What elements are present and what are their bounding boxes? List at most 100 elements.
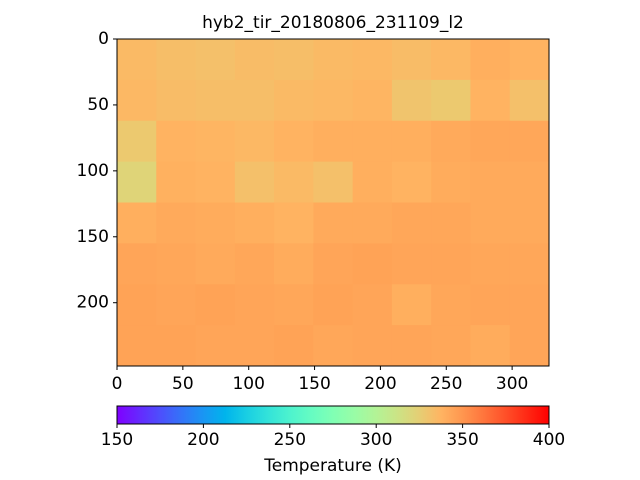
heatmap-cell [234,243,275,285]
heatmap-cell [391,161,432,203]
heatmap-cell [234,284,275,326]
x-tick-label: 150 [298,374,330,394]
heatmap-cell [313,120,354,163]
heatmap-cell [274,161,314,203]
heatmap-cell [195,202,236,244]
heatmap-cell [470,120,511,163]
colorbar-tick-label: 400 [533,430,565,450]
heatmap-cell [509,325,550,367]
heatmap-cell [117,120,157,163]
heatmap-cell [156,161,197,203]
heatmap-cell [274,120,314,163]
heatmap-cell [234,161,275,203]
heatmap-cell [352,202,393,244]
heatmap-cell [274,284,314,326]
heatmap-cell [391,202,432,244]
heatmap-cell [274,39,314,81]
heatmap-cell [470,284,511,326]
heatmap-cell [234,325,275,367]
heatmap-cell [352,243,393,285]
heatmap-cell [313,161,354,203]
heatmap-cell [195,39,236,81]
heatmap-cell [117,284,157,326]
heatmap-cell [431,79,471,122]
colorbar-tick-label: 350 [446,430,478,450]
heatmap-cell [431,120,471,163]
chart-title: hyb2_tir_20180806_231109_l2 [202,13,464,33]
heatmap-cell [431,161,471,203]
heatmap-cell [156,243,197,285]
colorbar [116,405,550,425]
heatmap-cell [313,243,354,285]
heatmap-cell [509,243,550,285]
colorbar-tick-label: 200 [187,430,219,450]
heatmap-cell [156,202,197,244]
heatmap-cell [431,325,471,367]
heatmap-cell [470,202,511,244]
heatmap-cell [195,79,236,122]
heatmap-cell [274,79,314,122]
heatmap-cell [195,243,236,285]
heatmap-cell [431,202,471,244]
heatmap-cell [117,243,157,285]
heatmap-cell [117,161,157,203]
heatmap-cell [195,325,236,367]
heatmap-cell [391,120,432,163]
y-tick-label: 100 [77,161,109,181]
heatmap-cell [156,120,197,163]
heatmap-cell [391,39,432,81]
heatmap-cell [234,79,275,122]
heatmap-cell [470,79,511,122]
heatmap-cell [274,243,314,285]
colorbar-tick-label: 300 [360,430,392,450]
heatmap-cell [391,243,432,285]
heatmap-cell [156,325,197,367]
x-tick-label: 300 [496,374,528,394]
colorbar-label: Temperature (K) [263,456,402,476]
y-tick-label: 50 [87,95,109,115]
heatmap-cell [195,161,236,203]
heatmap-cell [313,325,354,367]
heatmap-cell [195,120,236,163]
y-tick-label: 150 [77,227,109,247]
heatmap-cell [509,39,550,81]
heatmap-cell [431,39,471,81]
heatmap-cell [470,325,511,367]
y-tick-label: 0 [98,29,109,49]
heatmap-cell [156,39,197,81]
heatmap-cell [156,79,197,122]
heatmap-cell [352,79,393,122]
heatmap-cell [509,284,550,326]
x-tick-label: 50 [172,374,194,394]
heatmap-cell [509,161,550,203]
colorbar-tick-label: 150 [101,430,133,450]
heatmap-cell [313,284,354,326]
heatmap-cell [352,120,393,163]
heatmap-cell [509,202,550,244]
heatmap-cell [352,161,393,203]
heatmap-cell [391,79,432,122]
heatmap-cell [470,161,511,203]
heatmap-cell [470,39,511,81]
heatmap-cell [352,39,393,81]
x-tick-label: 0 [112,374,123,394]
heatmap-cell [234,120,275,163]
heatmap-cell [117,202,157,244]
heatmap-cell [509,120,550,163]
heatmap-cell [313,79,354,122]
heatmap-cell [470,243,511,285]
y-tick-label: 200 [77,293,109,313]
heatmap-cell [509,79,550,122]
heatmap-cell [117,325,157,367]
heatmap-cell [195,284,236,326]
heatmap-cell [274,325,314,367]
heatmap-cell [313,39,354,81]
x-tick-label: 200 [364,374,396,394]
heatmap-cell [234,202,275,244]
x-tick-label: 100 [232,374,264,394]
heatmap-cell [352,325,393,367]
heatmap-cell [117,39,157,81]
heatmap-cell [117,79,157,122]
heatmap-cell [431,284,471,326]
